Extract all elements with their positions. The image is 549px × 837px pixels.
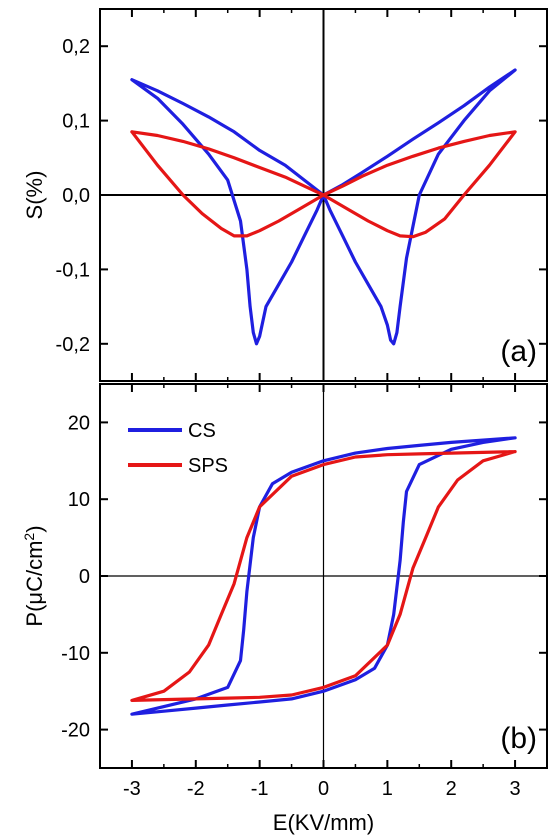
- y-tick-label: -0,1: [56, 259, 90, 281]
- y-tick-label: -20: [61, 720, 90, 742]
- x-tick-label: -2: [187, 778, 205, 800]
- y-tick-label: 0,0: [62, 185, 90, 207]
- y-axis-title-b-unit: C/cm: [22, 541, 47, 592]
- panel-label-a: (a): [500, 335, 537, 368]
- x-tick-label: 2: [446, 778, 457, 800]
- y-tick-label: 0,1: [62, 111, 90, 133]
- panel-a: -0,2 -0,1 0,0 0,1 0,2 S(%) (a): [22, 8, 548, 382]
- panel-label-b: (b): [500, 722, 537, 755]
- x-tick-label: 1: [382, 778, 393, 800]
- y-tick-label: 0: [79, 566, 90, 588]
- y-axis-title-b-superscript: 2: [21, 533, 37, 541]
- ticks-a: -0,2 -0,1 0,0 0,1 0,2: [56, 9, 547, 381]
- y-axis-title-b-mu: μ: [22, 592, 47, 605]
- x-tick-label: 3: [510, 778, 521, 800]
- y-tick-label: 20: [68, 412, 90, 434]
- sps-legend-label: SPS: [188, 455, 228, 477]
- x-tick-label: 0: [318, 778, 329, 800]
- y-axis-title-b: P(μC/cm2): [21, 525, 47, 626]
- y-tick-label: 10: [68, 489, 90, 511]
- series-1-curve-a: [130, 130, 517, 239]
- series-group-b: [130, 436, 517, 716]
- legend: CS SPS: [128, 420, 228, 477]
- x-tick-label: -1: [251, 778, 269, 800]
- y-axis-title-a: S(%): [22, 171, 47, 220]
- y-axis-title-b-close: ): [22, 525, 47, 532]
- y-tick-label: 0,2: [62, 36, 90, 58]
- series-group-a: [130, 68, 517, 346]
- sps-curve-b: [130, 450, 517, 703]
- cs-curve-b: [130, 436, 517, 716]
- x-axis-title: E(KV/mm): [273, 810, 374, 835]
- y-tick-label: -10: [61, 643, 90, 665]
- cs-legend-label: CS: [188, 420, 216, 442]
- y-axis-title-b-part1: P(: [22, 604, 47, 627]
- x-tick-label: -3: [123, 778, 141, 800]
- y-tick-label: -0,2: [56, 334, 90, 356]
